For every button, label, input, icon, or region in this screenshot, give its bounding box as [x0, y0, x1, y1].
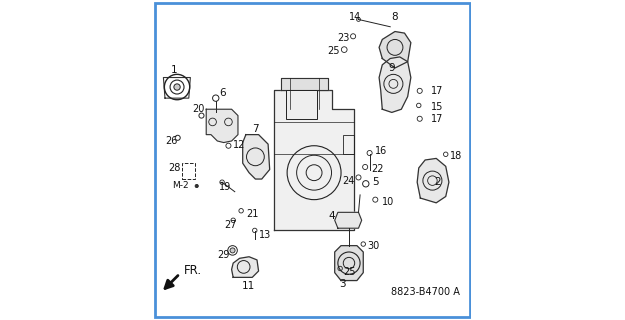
Text: 16: 16 [375, 146, 388, 156]
Text: 21: 21 [246, 209, 258, 219]
Text: 25: 25 [328, 46, 340, 56]
Polygon shape [335, 212, 362, 228]
Text: 12: 12 [232, 140, 245, 150]
Text: 4: 4 [329, 212, 336, 221]
Text: 14: 14 [349, 12, 361, 22]
Text: 9: 9 [389, 63, 395, 73]
Text: FR.: FR. [184, 264, 202, 277]
Text: 28: 28 [169, 163, 181, 173]
Polygon shape [281, 77, 328, 90]
Text: 8823-B4700 A: 8823-B4700 A [391, 287, 459, 297]
Text: 8: 8 [391, 12, 398, 22]
Polygon shape [274, 90, 354, 230]
Text: 22: 22 [371, 164, 383, 174]
Polygon shape [232, 257, 259, 277]
Text: 26: 26 [165, 136, 177, 146]
Polygon shape [206, 109, 238, 142]
Text: 10: 10 [382, 197, 394, 207]
Text: 29: 29 [217, 250, 229, 260]
Text: 24: 24 [342, 176, 355, 186]
Text: 5: 5 [372, 177, 379, 187]
Text: 23: 23 [337, 33, 349, 43]
Text: 18: 18 [449, 151, 462, 161]
Polygon shape [379, 32, 411, 68]
Bar [286, 90, 318, 119]
Circle shape [174, 84, 180, 90]
Text: 19: 19 [219, 182, 231, 192]
Text: 25: 25 [344, 267, 356, 277]
Text: 15: 15 [431, 102, 443, 112]
Circle shape [230, 248, 235, 253]
Text: 30: 30 [368, 241, 379, 251]
Polygon shape [242, 135, 269, 179]
Text: 7: 7 [252, 124, 259, 134]
Bar [342, 135, 354, 154]
Text: M-2: M-2 [173, 181, 189, 190]
Text: 17: 17 [431, 114, 443, 124]
Text: 20: 20 [192, 104, 204, 114]
Text: 11: 11 [242, 281, 255, 291]
Text: 27: 27 [224, 220, 236, 230]
Polygon shape [417, 158, 449, 203]
Polygon shape [335, 246, 363, 281]
Text: 6: 6 [219, 88, 226, 98]
Text: 17: 17 [431, 86, 443, 96]
Text: 13: 13 [259, 229, 271, 240]
Bar [182, 163, 195, 179]
Text: 3: 3 [339, 279, 346, 289]
Text: 1: 1 [171, 65, 177, 75]
Text: 2: 2 [434, 177, 441, 187]
Circle shape [195, 184, 198, 188]
Polygon shape [379, 57, 411, 112]
